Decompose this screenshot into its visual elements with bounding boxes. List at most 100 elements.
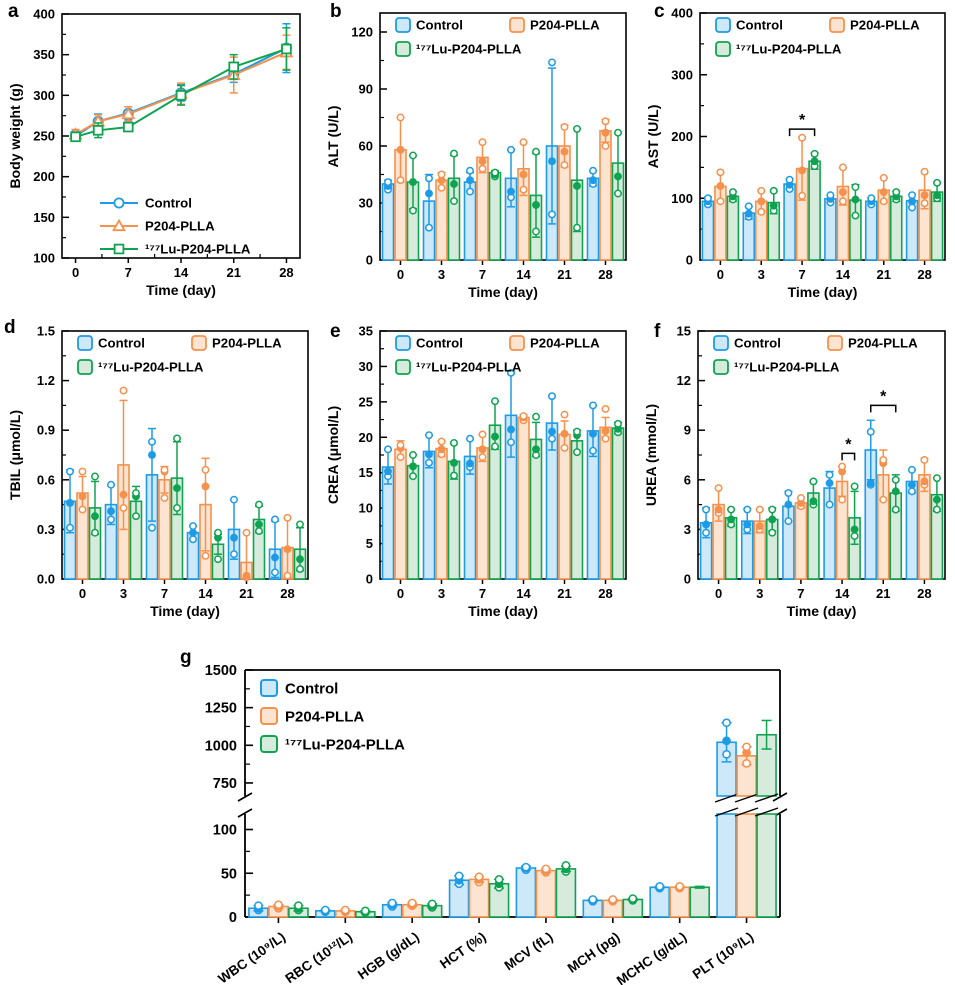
ast-bar-chart: 0 100 200 300 400 0 3 7 14 21 28 Time (day) AST (U/L… xyxy=(645,6,946,300)
panel-d-label: d xyxy=(4,317,16,338)
alt-bar-chart: 0 30 60 90 120 0 3 7 14 21 28 Time (day) ALT (U/L) Co… xyxy=(325,12,627,300)
svg-text:90: 90 xyxy=(359,82,373,97)
svg-text:14: 14 xyxy=(835,586,850,601)
svg-text:21: 21 xyxy=(557,586,571,601)
svg-text:60: 60 xyxy=(359,139,373,154)
svg-text:15: 15 xyxy=(677,324,691,339)
panel-f-label: f xyxy=(654,321,661,342)
hematology-broken-bar-chart: 0 50 100 750 1000 1250 1500 WBC (10⁹/L)RBC (10¹… xyxy=(205,663,788,985)
svg-text:28: 28 xyxy=(598,267,612,282)
svg-text:7: 7 xyxy=(479,586,486,601)
svg-text:21: 21 xyxy=(557,267,571,282)
svg-text:0: 0 xyxy=(366,253,373,268)
svg-text:30: 30 xyxy=(359,359,373,374)
svg-text:21: 21 xyxy=(239,586,253,601)
svg-text:1000: 1000 xyxy=(205,738,237,754)
svg-text:14: 14 xyxy=(516,267,531,282)
svg-text:¹⁷⁷Lu-P204-PLLA: ¹⁷⁷Lu-P204-PLLA xyxy=(736,42,842,57)
svg-text:200: 200 xyxy=(671,129,693,144)
svg-text:20: 20 xyxy=(359,430,373,445)
svg-text:5: 5 xyxy=(366,536,373,551)
svg-text:ALT (U/L): ALT (U/L) xyxy=(325,106,341,168)
svg-text:750: 750 xyxy=(213,776,237,792)
svg-text:14: 14 xyxy=(174,265,189,280)
panel-a-label: a xyxy=(8,1,19,22)
svg-text:P204-PLLA: P204-PLLA xyxy=(848,336,918,351)
svg-text:21: 21 xyxy=(226,265,240,280)
svg-text:0.3: 0.3 xyxy=(37,522,55,537)
svg-text:P204-PLLA: P204-PLLA xyxy=(530,336,600,351)
svg-text:12: 12 xyxy=(677,373,691,388)
svg-text:Body weight (g): Body weight (g) xyxy=(7,84,23,189)
svg-text:1.5: 1.5 xyxy=(37,324,55,339)
svg-text:HCT (%): HCT (%) xyxy=(437,929,489,971)
svg-text:300: 300 xyxy=(33,88,55,103)
svg-text:250: 250 xyxy=(33,129,55,144)
svg-text:1500: 1500 xyxy=(205,663,237,679)
svg-text:Control: Control xyxy=(98,336,145,351)
panel-b-label: b xyxy=(330,1,342,22)
crea-bar-chart: 0 5 10 15 20 25 30 35 0 3 7 14 21 28 Time (day) CREA (μ… xyxy=(325,324,627,619)
svg-text:28: 28 xyxy=(598,586,612,601)
svg-text:50: 50 xyxy=(221,866,237,882)
panel-d: 0.0 0.3 0.6 0.9 1.2 1.5 0 3 7 14 21 28 Time (day) TBI… xyxy=(0,305,318,625)
svg-text:0: 0 xyxy=(229,910,237,926)
svg-text:0: 0 xyxy=(72,265,79,280)
svg-text:PLT (10⁹/L): PLT (10⁹/L) xyxy=(690,929,756,982)
svg-text:AST (U/L): AST (U/L) xyxy=(645,105,661,169)
urea-bar-chart: 0 3 6 9 12 15 0 3 7 14 21 28 Time (day) UREA (mmol/L)… xyxy=(643,324,946,619)
svg-text:3: 3 xyxy=(438,267,445,282)
svg-text:3: 3 xyxy=(758,267,765,282)
svg-text:Time (day): Time (day) xyxy=(150,603,220,619)
svg-text:0.9: 0.9 xyxy=(37,423,55,438)
svg-text:¹⁷⁷Lu-P204-PLLA: ¹⁷⁷Lu-P204-PLLA xyxy=(145,242,251,257)
svg-text:25: 25 xyxy=(359,394,373,409)
svg-text:28: 28 xyxy=(280,586,294,601)
svg-text:21: 21 xyxy=(877,267,891,282)
svg-text:350: 350 xyxy=(33,47,55,62)
svg-text:400: 400 xyxy=(33,7,55,22)
svg-text:¹⁷⁷Lu-P204-PLLA: ¹⁷⁷Lu-P204-PLLA xyxy=(416,42,522,57)
svg-text:7: 7 xyxy=(161,586,168,601)
panel-c: 0 100 200 300 400 0 3 7 14 21 28 Time (day) AST (U/L… xyxy=(636,0,955,300)
svg-text:0.0: 0.0 xyxy=(37,572,55,587)
panel-c-label: c xyxy=(654,1,665,22)
svg-text:¹⁷⁷Lu-P204-PLLA: ¹⁷⁷Lu-P204-PLLA xyxy=(98,360,204,375)
svg-text:150: 150 xyxy=(33,210,55,225)
svg-text:P204-PLLA: P204-PLLA xyxy=(530,18,600,33)
svg-text:7: 7 xyxy=(797,586,804,601)
svg-text:Control: Control xyxy=(734,336,781,351)
panel-f: 0 3 6 9 12 15 0 3 7 14 21 28 Time (day) UREA (mmol/L)… xyxy=(636,305,955,625)
svg-text:Time (day): Time (day) xyxy=(468,284,538,300)
svg-text:¹⁷⁷Lu-P204-PLLA: ¹⁷⁷Lu-P204-PLLA xyxy=(285,737,405,754)
svg-text:¹⁷⁷Lu-P204-PLLA: ¹⁷⁷Lu-P204-PLLA xyxy=(734,360,840,375)
svg-text:14: 14 xyxy=(198,586,213,601)
svg-text:35: 35 xyxy=(359,324,373,339)
svg-text:Control: Control xyxy=(416,336,463,351)
tbil-bar-chart: 0.0 0.3 0.6 0.9 1.2 1.5 0 3 7 14 21 28 Time (day) TBI… xyxy=(7,324,309,619)
svg-text:TBIL (μmol/L): TBIL (μmol/L) xyxy=(7,410,23,500)
svg-text:3: 3 xyxy=(684,522,691,537)
svg-text:0: 0 xyxy=(686,253,693,268)
svg-text:P204-PLLA: P204-PLLA xyxy=(145,219,215,234)
svg-text:Time (day): Time (day) xyxy=(787,603,857,619)
svg-text:0: 0 xyxy=(717,267,724,282)
svg-text:28: 28 xyxy=(279,265,293,280)
svg-text:3: 3 xyxy=(120,586,127,601)
svg-text:MCV (fL): MCV (fL) xyxy=(502,929,556,973)
body-weight-line-chart: 100 150 200 250 300 350 400 0 7 14 21 28 Time (day) B… xyxy=(7,7,301,298)
svg-text:1.2: 1.2 xyxy=(37,373,55,388)
svg-text:CREA (μmol/L): CREA (μmol/L) xyxy=(325,406,341,504)
svg-text:Time (day): Time (day) xyxy=(788,284,858,300)
svg-text:3: 3 xyxy=(438,586,445,601)
svg-text:P204-PLLA: P204-PLLA xyxy=(285,709,364,726)
svg-text:0: 0 xyxy=(366,572,373,587)
svg-text:1250: 1250 xyxy=(205,701,237,717)
panel-g: 0 50 100 750 1000 1250 1500 WBC (10⁹/L) RBC (10¹… xyxy=(0,630,955,985)
svg-text:MCH (pg): MCH (pg) xyxy=(565,929,623,976)
svg-text:100: 100 xyxy=(33,251,55,266)
svg-text:Time (day): Time (day) xyxy=(468,603,538,619)
svg-text:7: 7 xyxy=(479,267,486,282)
svg-text:P204-PLLA: P204-PLLA xyxy=(850,18,920,33)
